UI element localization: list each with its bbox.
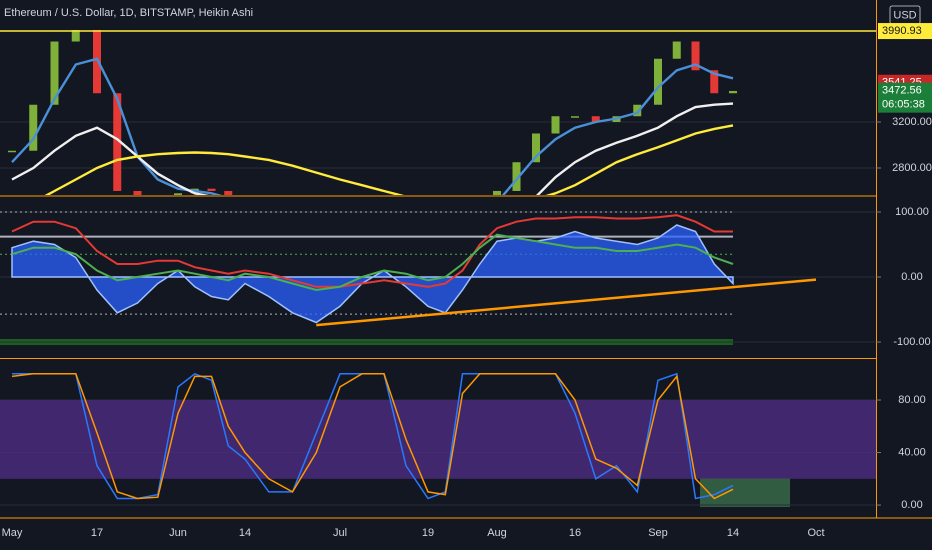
price-label-box bbox=[878, 82, 932, 113]
candle bbox=[8, 150, 16, 153]
x-tick-label: 16 bbox=[569, 527, 581, 539]
x-tick-label: May bbox=[2, 527, 23, 539]
wave-area bbox=[11, 224, 734, 324]
trendline bbox=[316, 278, 817, 327]
pane bbox=[0, 372, 876, 506]
candle bbox=[207, 188, 216, 191]
candle bbox=[224, 190, 233, 195]
candle bbox=[512, 162, 521, 191]
y-tick-label: 2800.00 bbox=[892, 162, 932, 174]
x-tick-label: Jul bbox=[333, 527, 347, 539]
chart-title: Ethereum / U.S. Dollar, 1D, BITSTAMP, He… bbox=[4, 7, 253, 19]
countdown: 06:05:38 bbox=[882, 99, 925, 111]
pane bbox=[0, 30, 876, 195]
x-tick-label: Jun bbox=[169, 527, 187, 539]
x-tick-label: 14 bbox=[727, 527, 739, 539]
candle bbox=[672, 41, 681, 59]
series-line bbox=[44, 124, 734, 195]
candle bbox=[113, 93, 122, 191]
candle bbox=[50, 41, 59, 105]
series-line bbox=[11, 214, 733, 288]
x-tick-label: 17 bbox=[91, 527, 103, 539]
x-tick-label: 14 bbox=[239, 527, 251, 539]
candle bbox=[174, 193, 182, 195]
price-label: 3472.56 bbox=[882, 85, 922, 97]
y-tick-label: 3200.00 bbox=[892, 116, 932, 128]
candle bbox=[551, 116, 560, 134]
x-tick-label: Oct bbox=[807, 527, 824, 539]
candle bbox=[591, 116, 600, 122]
y-tick-label: -100.00 bbox=[893, 336, 930, 348]
price-label: 3990.93 bbox=[882, 25, 922, 37]
candle bbox=[654, 58, 662, 105]
pane bbox=[0, 211, 876, 343]
series-line bbox=[11, 373, 734, 500]
candle bbox=[710, 70, 719, 94]
candle bbox=[633, 104, 642, 117]
y-tick-label: 100.00 bbox=[895, 206, 929, 218]
candle bbox=[729, 90, 737, 94]
y-tick-label: 80.00 bbox=[898, 394, 926, 406]
y-tick-label: 0.00 bbox=[901, 271, 922, 283]
candle bbox=[71, 30, 80, 42]
series-line bbox=[11, 233, 734, 292]
x-tick-label: Sep bbox=[648, 527, 668, 539]
y-tick-label: 40.00 bbox=[898, 446, 926, 458]
x-tick-label: Aug bbox=[487, 527, 507, 539]
projection-box bbox=[700, 478, 790, 507]
candle bbox=[532, 133, 540, 163]
candle bbox=[691, 41, 700, 71]
candle bbox=[29, 104, 38, 151]
candle bbox=[493, 190, 501, 195]
candle bbox=[133, 190, 142, 195]
x-tick-label: 19 bbox=[422, 527, 434, 539]
candle bbox=[571, 116, 579, 118]
candle bbox=[93, 30, 101, 94]
currency: USD bbox=[893, 9, 916, 21]
y-tick-label: 0.00 bbox=[901, 499, 922, 511]
band bbox=[0, 400, 876, 479]
price-label-box bbox=[878, 23, 932, 40]
